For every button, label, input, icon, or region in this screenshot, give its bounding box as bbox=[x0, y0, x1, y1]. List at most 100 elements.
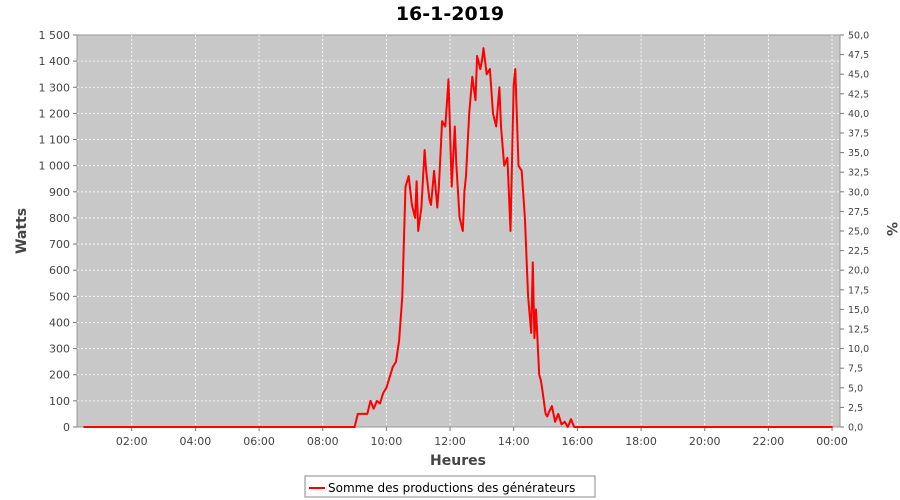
y2-tick-label: 25,0 bbox=[848, 227, 869, 238]
y-axis-right: 0,0 2,5 5,0 7,5 10,0 12,5 15,0 17,5 20,0 22,5 25,0… bbox=[840, 31, 869, 434]
series-point bbox=[337, 426, 340, 428]
series-point bbox=[807, 426, 810, 428]
x-tick-label: 04:00 bbox=[180, 435, 212, 448]
series-point bbox=[194, 426, 197, 428]
series-point bbox=[313, 426, 316, 428]
y-tick-label: 100 bbox=[49, 395, 70, 408]
series-point bbox=[178, 426, 181, 428]
chart-title: 16-1-2019 bbox=[396, 3, 504, 25]
series-point bbox=[687, 426, 690, 428]
y2-tick-label: 35,0 bbox=[848, 148, 869, 159]
y2-tick-label: 45,0 bbox=[848, 70, 869, 81]
series-point bbox=[345, 426, 348, 428]
series-point bbox=[616, 426, 619, 428]
legend-entry: Somme des productions des générateurs bbox=[328, 481, 575, 495]
series-point bbox=[242, 426, 245, 428]
series-point bbox=[783, 426, 786, 428]
y2-tick-label: 32,5 bbox=[848, 168, 869, 179]
series-point bbox=[743, 426, 746, 428]
series-point bbox=[154, 426, 157, 428]
y2-tick-label: 20,0 bbox=[848, 266, 869, 277]
y-tick-label: 1 200 bbox=[39, 107, 71, 120]
series-point bbox=[329, 426, 332, 428]
y-tick-label: 300 bbox=[49, 343, 70, 356]
x-tick-label: 18:00 bbox=[625, 435, 657, 448]
series-point bbox=[624, 426, 626, 428]
series-point bbox=[274, 426, 276, 428]
y-tick-label: 1 400 bbox=[39, 55, 71, 68]
y-tick-label: 1 300 bbox=[39, 81, 71, 94]
series-point bbox=[138, 426, 141, 428]
x-tick-label: 08:00 bbox=[307, 435, 339, 448]
series-point bbox=[767, 426, 770, 428]
y2-tick-label: 7,5 bbox=[848, 364, 863, 375]
grid bbox=[77, 35, 840, 427]
y2-tick-label: 15,0 bbox=[848, 305, 869, 316]
y2-tick-label: 30,0 bbox=[848, 187, 869, 198]
series-point bbox=[282, 426, 284, 428]
series-point bbox=[656, 426, 658, 428]
series-point bbox=[640, 426, 642, 428]
plot-area bbox=[76, 34, 841, 428]
x-axis-label: Heures bbox=[430, 453, 486, 469]
series-point bbox=[107, 426, 109, 428]
series-point bbox=[799, 426, 802, 428]
series-point bbox=[170, 426, 173, 428]
series-point bbox=[226, 426, 229, 428]
x-axis: 02:00 04:00 06:00 08:00 10:00 12:00 14:00 16:00… bbox=[116, 427, 848, 448]
series-point bbox=[751, 426, 754, 428]
series-point bbox=[186, 426, 189, 428]
y-tick-label: 700 bbox=[49, 238, 70, 251]
y2-tick-label: 22,5 bbox=[848, 246, 869, 257]
series-point bbox=[250, 426, 253, 428]
series-point bbox=[305, 426, 308, 428]
x-tick-label: 06:00 bbox=[243, 435, 275, 448]
series-point bbox=[298, 426, 300, 428]
series-point bbox=[648, 426, 650, 428]
series-point bbox=[664, 426, 666, 428]
y2-tick-label: 0,0 bbox=[848, 423, 863, 434]
legend: Somme des productions des générateurs bbox=[304, 475, 596, 498]
series-point bbox=[162, 426, 165, 428]
y-tick-label: 500 bbox=[49, 290, 70, 303]
y-tick-label: 900 bbox=[49, 186, 70, 199]
series-point bbox=[672, 426, 674, 428]
x-tick-label: 12:00 bbox=[434, 435, 466, 448]
y-tick-label: 0 bbox=[63, 421, 70, 434]
series-point bbox=[218, 426, 221, 428]
series-point bbox=[99, 426, 101, 428]
series-point bbox=[831, 426, 833, 428]
y2-tick-label: 40,0 bbox=[848, 109, 869, 120]
x-tick-label: 20:00 bbox=[689, 435, 721, 448]
y2-tick-label: 50,0 bbox=[848, 31, 869, 42]
x-tick-label: 02:00 bbox=[116, 435, 148, 448]
series-point bbox=[290, 426, 292, 428]
y2-tick-label: 5,0 bbox=[848, 383, 863, 394]
series-point bbox=[210, 426, 213, 428]
y-axis-left: 0 100 200 300 400 500 600 700 800 900 1 000 1 100 1 … bbox=[39, 29, 77, 434]
series-point bbox=[759, 426, 762, 428]
y2-tick-label: 37,5 bbox=[848, 129, 869, 140]
series-point bbox=[735, 426, 738, 428]
x-tick-label: 00:00 bbox=[816, 435, 848, 448]
series-point bbox=[91, 426, 93, 428]
series-point bbox=[823, 426, 825, 428]
x-tick-label: 14:00 bbox=[498, 435, 530, 448]
series-point bbox=[321, 426, 324, 428]
y2-tick-label: 10,0 bbox=[848, 344, 869, 355]
y-tick-label: 1 500 bbox=[39, 29, 71, 42]
x-tick-label: 22:00 bbox=[753, 435, 785, 448]
series-point bbox=[711, 426, 714, 428]
y-tick-label: 200 bbox=[49, 369, 70, 382]
series-point bbox=[202, 426, 205, 428]
series-point bbox=[234, 426, 237, 428]
y-tick-label: 800 bbox=[49, 212, 70, 225]
y2-tick-label: 2,5 bbox=[848, 403, 863, 414]
y-tick-label: 600 bbox=[49, 264, 70, 277]
series-point bbox=[727, 426, 730, 428]
y2-tick-label: 27,5 bbox=[848, 207, 869, 218]
y2-tick-label: 17,5 bbox=[848, 285, 869, 296]
series-point bbox=[608, 426, 611, 428]
y2-tick-label: 42,5 bbox=[848, 89, 869, 100]
series-point bbox=[258, 426, 260, 428]
